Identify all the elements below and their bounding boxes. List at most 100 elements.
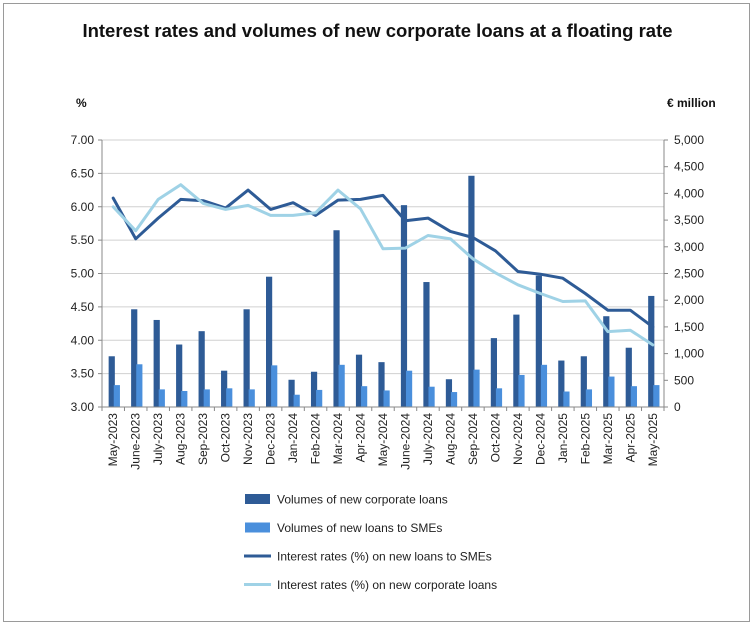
bar-sme-loans	[226, 388, 233, 407]
bar-corporate-loans	[423, 282, 430, 407]
x-tick-label: May-2023	[106, 413, 120, 467]
x-tick-label: June-2024	[398, 413, 412, 470]
bar-corporate-loans	[490, 338, 497, 407]
chart-frame	[3, 3, 750, 622]
bar-sme-loans	[518, 374, 525, 407]
bar-sme-loans	[293, 394, 300, 407]
x-tick-label: May-2025	[646, 413, 660, 467]
x-tick-label: Oct-2024	[488, 413, 502, 463]
right-tick-label: 4,500	[674, 160, 704, 174]
bar-corporate-loans	[558, 360, 565, 407]
x-tick-label: Mar-2024	[331, 413, 345, 465]
legend-swatch	[245, 522, 270, 533]
bar-corporate-loans	[513, 314, 520, 407]
left-tick-label: 6.00	[71, 200, 95, 214]
right-tick-label: 2,000	[674, 293, 704, 307]
bar-corporate-loans	[625, 347, 632, 407]
x-tick-label: June-2023	[129, 413, 143, 470]
right-tick-label: 1,000	[674, 347, 704, 361]
x-tick-label: Apr-2025	[623, 413, 637, 463]
bar-corporate-loans	[243, 309, 250, 407]
x-tick-label: May-2024	[376, 413, 390, 467]
bar-corporate-loans	[108, 356, 115, 407]
x-tick-label: Jan-2024	[286, 413, 300, 463]
left-tick-label: 5.00	[71, 267, 95, 281]
bar-corporate-loans	[445, 379, 453, 407]
bar-sme-loans	[203, 389, 210, 407]
bar-corporate-loans	[198, 331, 205, 407]
x-tick-label: Jan-2025	[556, 413, 570, 463]
right-axis-unit: € million	[667, 96, 716, 110]
left-tick-label: 3.50	[71, 367, 95, 381]
legend-label: Interest rates (%) on new corporate loan…	[277, 578, 497, 592]
bar-sme-loans	[608, 376, 615, 407]
x-tick-label: Aug-2024	[443, 413, 457, 465]
bar-corporate-loans	[648, 295, 655, 407]
left-tick-label: 4.50	[71, 300, 95, 314]
right-tick-label: 0	[674, 400, 681, 414]
bar-sme-loans	[540, 364, 548, 407]
x-tick-label: Oct-2023	[219, 413, 233, 463]
bar-sme-loans	[316, 389, 323, 407]
x-tick-label: Mar-2025	[601, 413, 615, 465]
left-tick-label: 5.50	[71, 233, 95, 247]
x-tick-label: July-2023	[151, 413, 165, 465]
bar-sme-loans	[428, 386, 435, 407]
bar-corporate-loans	[580, 356, 587, 407]
right-tick-label: 3,000	[674, 240, 704, 254]
x-tick-label: Aug-2023	[174, 413, 188, 465]
x-tick-label: Nov-2024	[511, 413, 525, 465]
bar-corporate-loans	[266, 276, 273, 407]
bar-sme-loans	[495, 388, 503, 407]
left-tick-label: 6.50	[71, 166, 95, 180]
chart-title: Interest rates and volumes of new corpor…	[82, 20, 673, 41]
x-tick-label: Dec-2023	[264, 413, 278, 465]
bar-corporate-loans	[153, 319, 160, 407]
bar-sme-loans	[113, 385, 120, 407]
right-tick-label: 500	[674, 373, 694, 387]
line-sme-rates	[111, 188, 655, 329]
left-tick-label: 7.00	[71, 133, 95, 147]
legend-label: Interest rates (%) on new loans to SMEs	[277, 550, 492, 564]
bar-corporate-loans	[400, 205, 408, 407]
x-tick-label: Feb-2024	[309, 413, 323, 465]
bar-sme-loans	[361, 386, 368, 407]
x-tick-label: Feb-2025	[578, 413, 592, 465]
right-tick-label: 4,000	[674, 186, 704, 200]
bar-corporate-loans	[288, 379, 295, 407]
x-tick-label: Apr-2024	[354, 413, 368, 463]
x-tick-label: Sep-2024	[466, 413, 480, 465]
x-tick-label: Sep-2023	[196, 413, 210, 465]
bar-sme-loans	[338, 364, 345, 407]
bar-corporate-loans	[355, 354, 363, 407]
bar-corporate-loans	[378, 362, 385, 407]
legend-label: Volumes of new loans to SMEs	[277, 521, 442, 535]
x-tick-label: Nov-2023	[241, 413, 255, 465]
bar-corporate-loans	[603, 316, 610, 407]
right-tick-label: 1,500	[674, 320, 704, 334]
bar-sme-loans	[181, 390, 188, 407]
left-tick-label: 4.00	[71, 333, 95, 347]
bar-sme-loans	[450, 392, 458, 407]
bar-corporate-loans	[310, 371, 318, 407]
left-axis-unit: %	[76, 96, 87, 110]
bar-sme-loans	[383, 390, 390, 407]
legend-label: Volumes of new corporate loans	[277, 493, 448, 507]
bar-sme-loans	[630, 386, 637, 407]
legend-swatch	[245, 494, 270, 504]
bar-sme-loans	[563, 391, 570, 407]
bar-sme-loans	[405, 370, 413, 407]
bar-corporate-loans	[333, 230, 340, 407]
bar-corporate-loans	[176, 344, 183, 407]
bar-sme-loans	[158, 389, 165, 407]
bar-corporate-loans	[535, 275, 542, 407]
bar-sme-loans	[585, 389, 593, 407]
x-tick-label: Dec-2024	[533, 413, 547, 465]
bar-sme-loans	[271, 365, 278, 407]
left-tick-label: 3.00	[71, 400, 95, 414]
bar-corporate-loans	[131, 309, 138, 407]
bar-sme-loans	[653, 385, 660, 407]
bar-sme-loans	[473, 369, 480, 407]
right-tick-label: 2,500	[674, 267, 704, 281]
